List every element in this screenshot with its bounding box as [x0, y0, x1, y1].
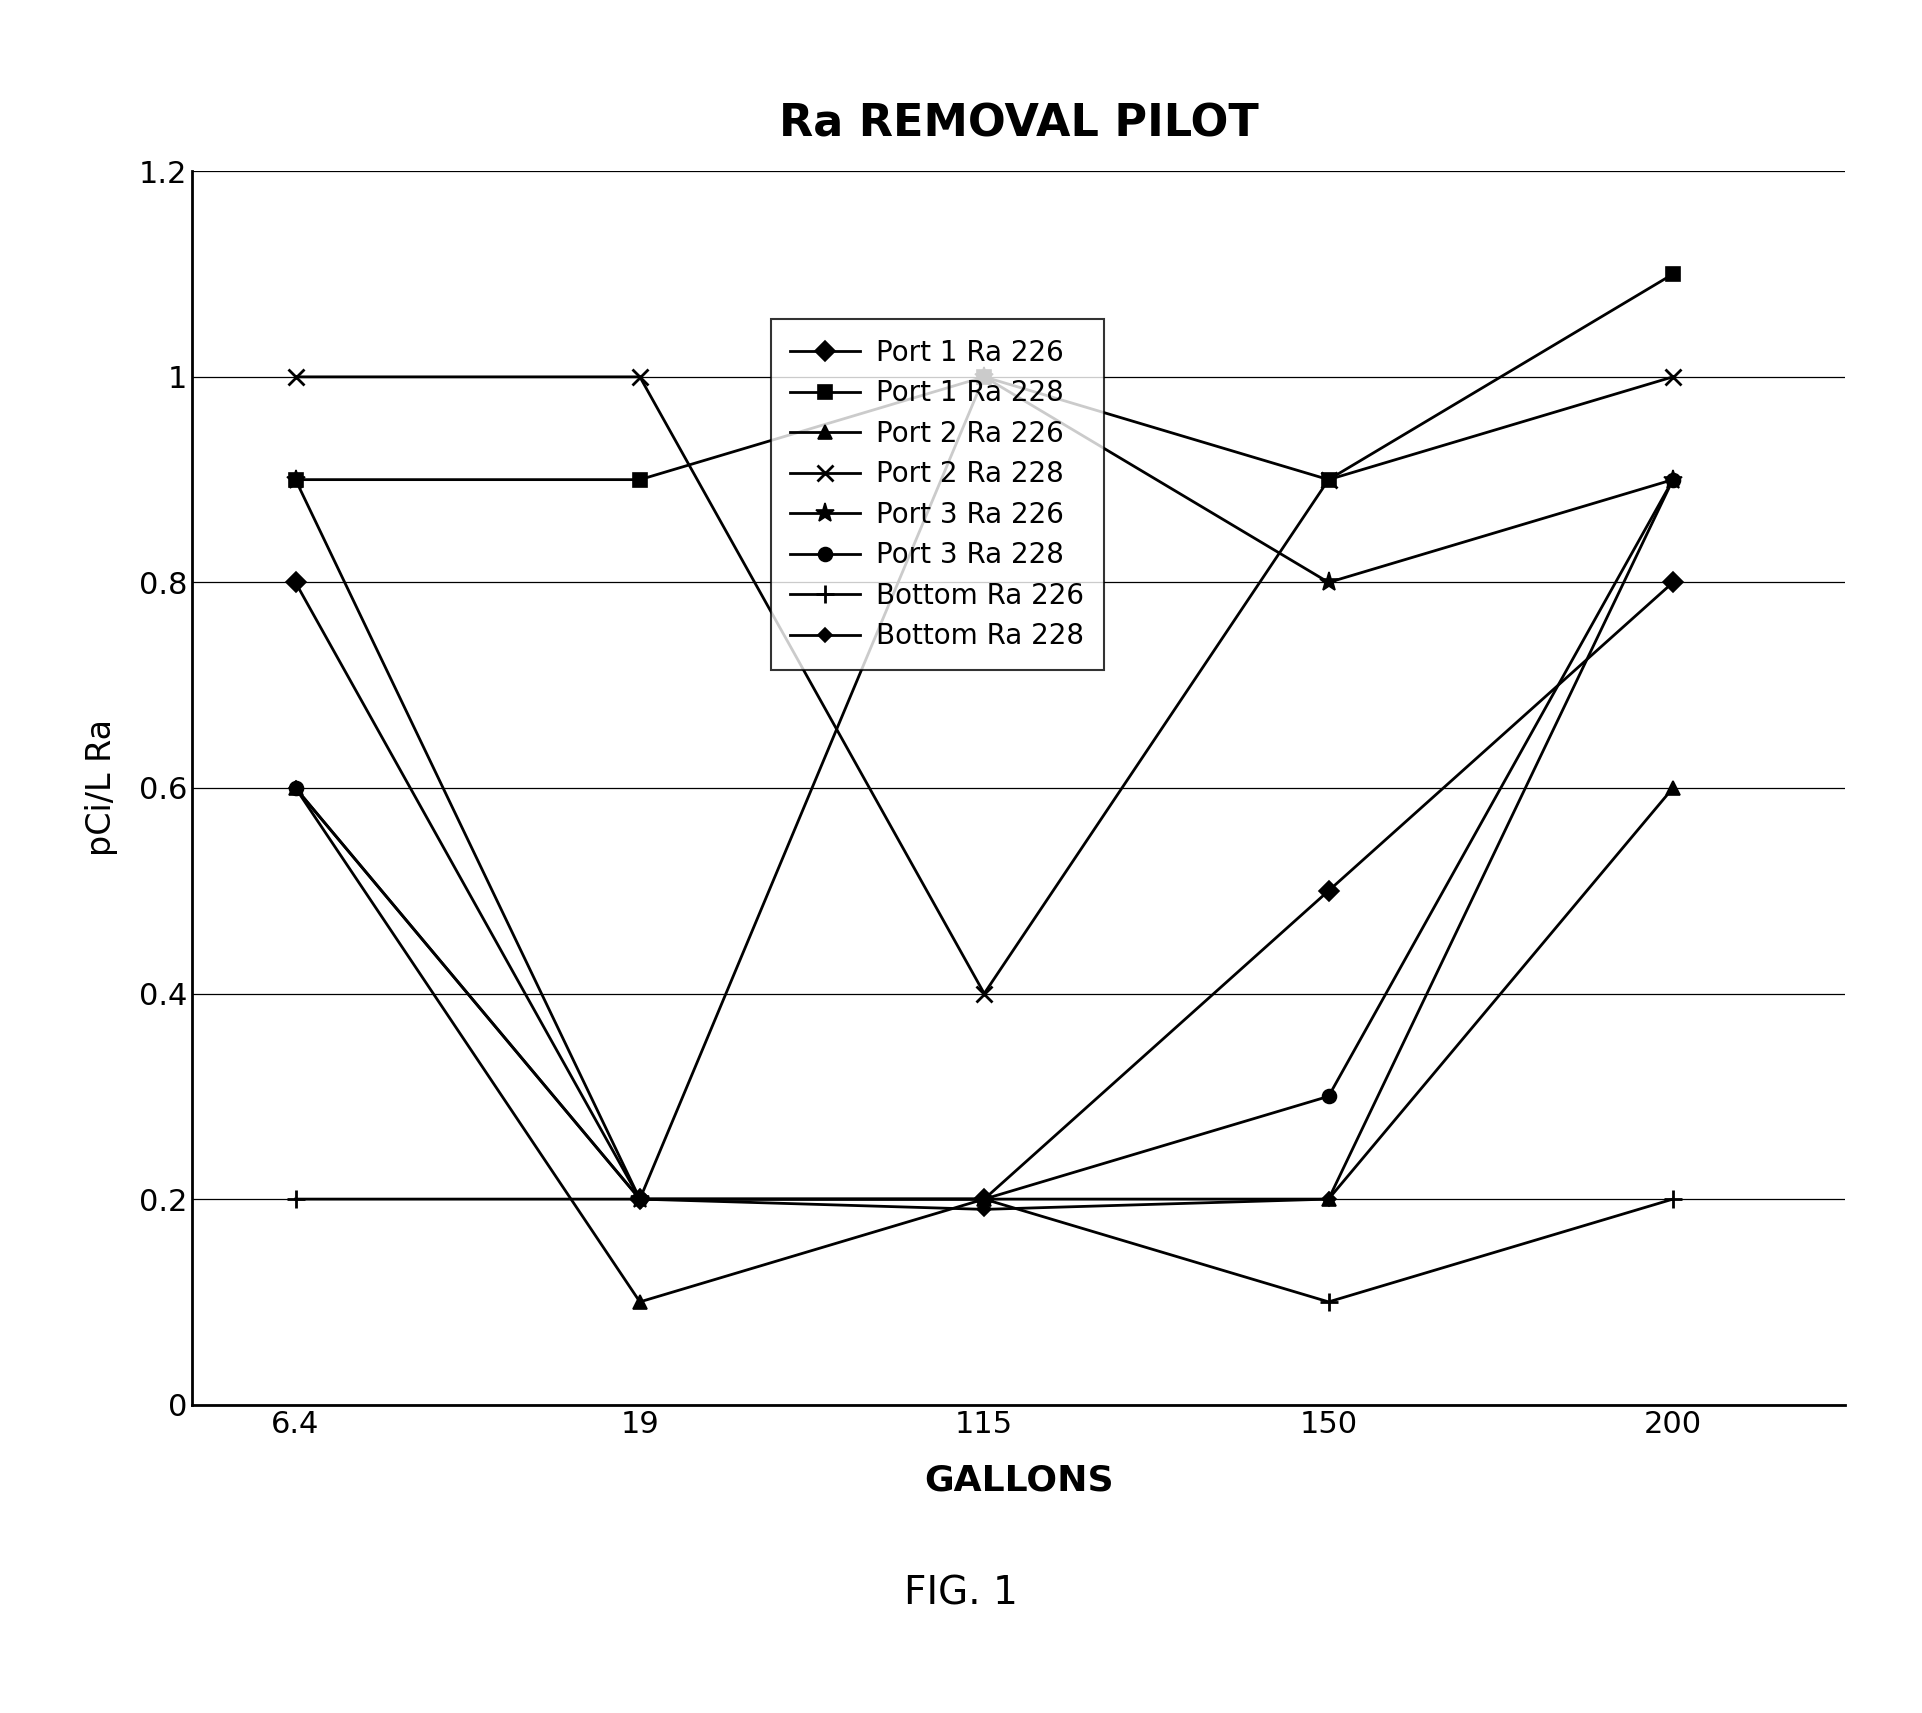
Port 2 Ra 226: [284, 778, 308, 798]
Port 3 Ra 228: [628, 1189, 652, 1209]
Line: Port 2 Ra 226: Port 2 Ra 226: [288, 781, 1680, 1309]
Port 2 Ra 228: [1317, 469, 1340, 490]
Port 2 Ra 226: [1661, 778, 1684, 798]
Port 1 Ra 226: [1317, 880, 1340, 901]
Bottom Ra 226: [1317, 1292, 1340, 1312]
Line: Bottom Ra 226: Bottom Ra 226: [286, 1191, 1682, 1310]
Port 3 Ra 226: [628, 1189, 652, 1209]
Text: FIG. 1: FIG. 1: [903, 1574, 1019, 1612]
Port 3 Ra 226: [1317, 572, 1340, 593]
Port 1 Ra 228: [1661, 264, 1684, 284]
Y-axis label: pCi/L Ra: pCi/L Ra: [85, 719, 117, 856]
Line: Port 1 Ra 226: Port 1 Ra 226: [288, 576, 1680, 1206]
Port 3 Ra 226: [284, 469, 308, 490]
Port 1 Ra 226: [628, 1189, 652, 1209]
Port 2 Ra 228: [284, 367, 308, 387]
Legend: Port 1 Ra 226, Port 1 Ra 228, Port 2 Ra 226, Port 2 Ra 228, Port 3 Ra 226, Port : Port 1 Ra 226, Port 1 Ra 228, Port 2 Ra …: [771, 319, 1103, 670]
Port 3 Ra 228: [1661, 469, 1684, 490]
Bottom Ra 228: [284, 778, 308, 798]
Bottom Ra 226: [628, 1189, 652, 1209]
Port 3 Ra 228: [1317, 1086, 1340, 1107]
Bottom Ra 226: [284, 1189, 308, 1209]
Line: Port 1 Ra 228: Port 1 Ra 228: [288, 267, 1680, 486]
Port 1 Ra 226: [973, 1189, 996, 1209]
Line: Port 3 Ra 228: Port 3 Ra 228: [288, 473, 1680, 1206]
Port 1 Ra 228: [284, 469, 308, 490]
Port 3 Ra 226: [973, 367, 996, 387]
Bottom Ra 228: [1317, 1189, 1340, 1209]
Title: Ra REMOVAL PILOT: Ra REMOVAL PILOT: [778, 103, 1259, 146]
Port 1 Ra 228: [628, 469, 652, 490]
Bottom Ra 226: [1661, 1189, 1684, 1209]
Port 1 Ra 228: [1317, 469, 1340, 490]
Port 2 Ra 228: [1661, 367, 1684, 387]
Port 3 Ra 226: [1661, 469, 1684, 490]
Port 3 Ra 228: [284, 778, 308, 798]
Port 2 Ra 228: [973, 983, 996, 1004]
Bottom Ra 228: [628, 1189, 652, 1209]
Bottom Ra 226: [973, 1189, 996, 1209]
Port 2 Ra 228: [628, 367, 652, 387]
X-axis label: GALLONS: GALLONS: [924, 1463, 1113, 1497]
Line: Bottom Ra 228: Bottom Ra 228: [290, 475, 1678, 1215]
Line: Port 3 Ra 226: Port 3 Ra 226: [286, 367, 1682, 1209]
Line: Port 2 Ra 228: Port 2 Ra 228: [286, 368, 1682, 1002]
Bottom Ra 228: [973, 1199, 996, 1220]
Port 1 Ra 226: [284, 572, 308, 593]
Port 2 Ra 226: [628, 1292, 652, 1312]
Port 1 Ra 228: [973, 367, 996, 387]
Port 3 Ra 228: [973, 1189, 996, 1209]
Port 1 Ra 226: [1661, 572, 1684, 593]
Port 2 Ra 226: [973, 1189, 996, 1209]
Bottom Ra 228: [1661, 469, 1684, 490]
Port 2 Ra 226: [1317, 1189, 1340, 1209]
